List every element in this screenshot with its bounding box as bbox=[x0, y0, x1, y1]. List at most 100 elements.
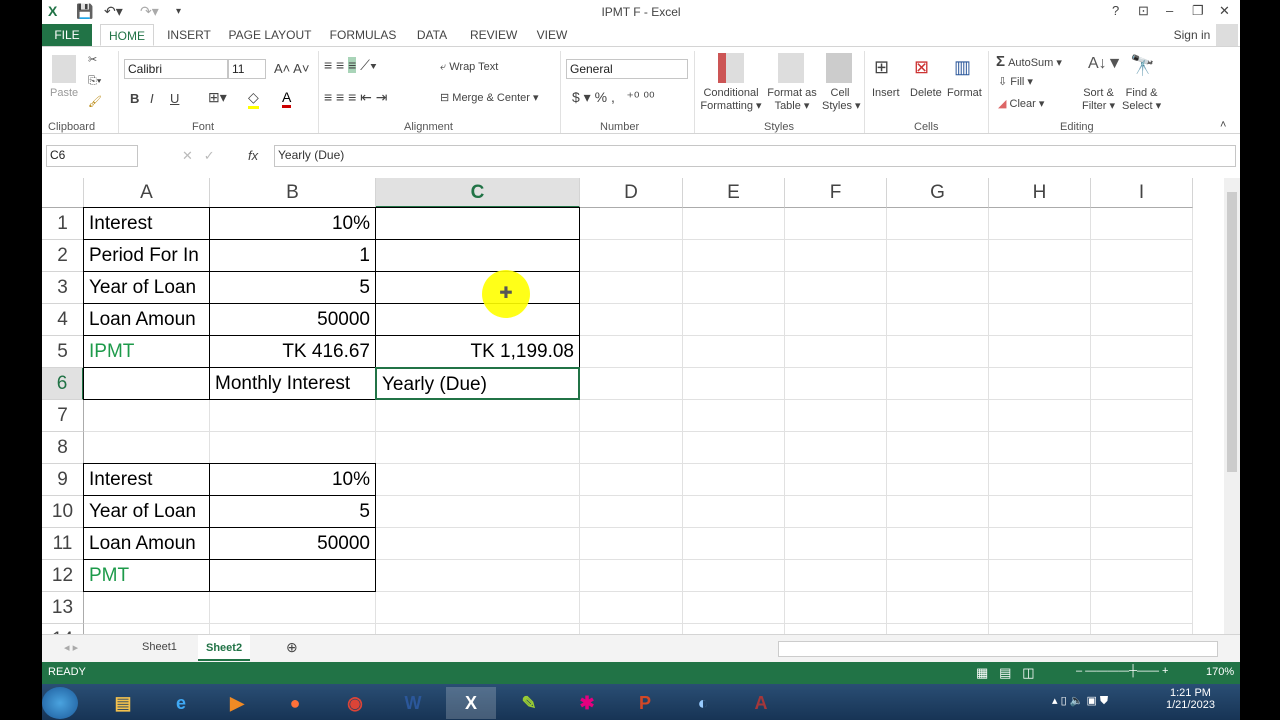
cell-C5[interactable]: TK 1,199.08 bbox=[375, 335, 580, 368]
cell-B3[interactable]: 5 bbox=[209, 271, 376, 304]
tab-file[interactable]: FILE bbox=[42, 24, 92, 46]
cell-I10[interactable] bbox=[1091, 496, 1193, 528]
number-format-select[interactable]: General bbox=[566, 59, 688, 79]
cell-B1[interactable]: 10% bbox=[209, 207, 376, 240]
cell-H14[interactable] bbox=[989, 624, 1091, 634]
cell-B14[interactable] bbox=[210, 624, 376, 634]
cell-I2[interactable] bbox=[1091, 240, 1193, 272]
delete-cells-button[interactable]: Delete bbox=[910, 87, 942, 99]
internet-explorer-icon[interactable]: e bbox=[175, 693, 186, 713]
insert-function-button[interactable]: fx bbox=[248, 148, 259, 163]
cell-E2[interactable] bbox=[683, 240, 785, 272]
cell-G10[interactable] bbox=[887, 496, 989, 528]
cell-A10[interactable]: Year of Loan bbox=[83, 495, 210, 528]
row-header-10[interactable]: 10 bbox=[42, 496, 84, 528]
cell-D8[interactable] bbox=[580, 432, 683, 464]
cell-E3[interactable] bbox=[683, 272, 785, 304]
cell-E14[interactable] bbox=[683, 624, 785, 634]
tab-insert[interactable]: INSERT bbox=[167, 28, 211, 42]
cell-E6[interactable] bbox=[683, 368, 785, 400]
cell-C9[interactable] bbox=[376, 464, 580, 496]
cell-F9[interactable] bbox=[785, 464, 887, 496]
firefox-icon[interactable]: ● bbox=[289, 693, 301, 713]
cell-F1[interactable] bbox=[785, 208, 887, 240]
sheet-tab-sheet2[interactable]: Sheet2 bbox=[198, 635, 251, 661]
minimize-button[interactable]: – bbox=[1166, 3, 1174, 18]
cell-G2[interactable] bbox=[887, 240, 989, 272]
horizontal-scrollbar[interactable] bbox=[778, 641, 1218, 657]
row-header-4[interactable]: 4 bbox=[42, 304, 84, 336]
cell-H11[interactable] bbox=[989, 528, 1091, 560]
column-header-D[interactable]: D bbox=[580, 178, 683, 208]
cell-I14[interactable] bbox=[1091, 624, 1193, 634]
sort-filter-icon[interactable]: A↓▼ bbox=[1088, 55, 1123, 72]
system-tray-icons[interactable]: ▴ ▯ 🔈 ▣ ⛊ bbox=[1052, 695, 1109, 707]
column-header-F[interactable]: F bbox=[785, 178, 887, 208]
cell-D1[interactable] bbox=[580, 208, 683, 240]
cell-F6[interactable] bbox=[785, 368, 887, 400]
autosum-button[interactable]: Σ AutoSum ▾ bbox=[996, 53, 1062, 70]
cell-E5[interactable] bbox=[683, 336, 785, 368]
spreadsheet-grid[interactable]: A B C D E F G H I 1 Interest 10% 2 Period For In 1 3 Yea… bbox=[42, 178, 1222, 634]
cell-A11[interactable]: Loan Amoun bbox=[83, 527, 210, 560]
cell-A8[interactable] bbox=[84, 432, 210, 464]
cell-E1[interactable] bbox=[683, 208, 785, 240]
cell-G8[interactable] bbox=[887, 432, 989, 464]
insert-cells-button[interactable]: Insert bbox=[872, 87, 900, 99]
view-buttons[interactable]: ▦ ▤ ◫ bbox=[976, 665, 1035, 680]
cell-H10[interactable] bbox=[989, 496, 1091, 528]
cell-F5[interactable] bbox=[785, 336, 887, 368]
cell-E13[interactable] bbox=[683, 592, 785, 624]
start-button[interactable] bbox=[42, 687, 78, 719]
conditional-formatting-icon[interactable] bbox=[718, 53, 744, 83]
cell-A4[interactable]: Loan Amoun bbox=[83, 303, 210, 336]
row-header-2[interactable]: 2 bbox=[42, 240, 84, 272]
column-header-G[interactable]: G bbox=[887, 178, 989, 208]
find-select-icon[interactable]: 🔭 bbox=[1130, 55, 1155, 77]
zoom-slider[interactable]: – ————┼—— + bbox=[1076, 665, 1169, 677]
cell-D12[interactable] bbox=[580, 560, 683, 592]
cell-I7[interactable] bbox=[1091, 400, 1193, 432]
cell-C2[interactable] bbox=[375, 239, 580, 272]
font-name-select[interactable]: Calibri bbox=[124, 59, 228, 79]
cell-C7[interactable] bbox=[376, 400, 580, 432]
conditional-formatting-button[interactable]: Conditional Formatting ▾ bbox=[700, 87, 762, 112]
cell-F2[interactable] bbox=[785, 240, 887, 272]
notepad-icon[interactable]: ✎ bbox=[521, 693, 537, 713]
cell-F14[interactable] bbox=[785, 624, 887, 634]
column-header-B[interactable]: B bbox=[210, 178, 376, 208]
cell-C1[interactable] bbox=[375, 207, 580, 240]
cell-C12[interactable] bbox=[376, 560, 580, 592]
paste-icon[interactable] bbox=[52, 55, 76, 83]
cell-D4[interactable] bbox=[580, 304, 683, 336]
fill-color-icon[interactable]: ◇ bbox=[248, 89, 259, 109]
cell-H4[interactable] bbox=[989, 304, 1091, 336]
cell-G1[interactable] bbox=[887, 208, 989, 240]
cell-I11[interactable] bbox=[1091, 528, 1193, 560]
cell-G13[interactable] bbox=[887, 592, 989, 624]
cell-F13[interactable] bbox=[785, 592, 887, 624]
font-color-icon[interactable]: A bbox=[282, 89, 292, 108]
media-player-icon[interactable]: ▶ bbox=[230, 693, 244, 713]
cell-G3[interactable] bbox=[887, 272, 989, 304]
cell-E11[interactable] bbox=[683, 528, 785, 560]
app-icon[interactable]: ✱ bbox=[579, 693, 595, 713]
row-header-13[interactable]: 13 bbox=[42, 592, 84, 624]
cell-A1[interactable]: Interest bbox=[83, 207, 210, 240]
sheet-tab-sheet1[interactable]: Sheet1 bbox=[142, 641, 177, 653]
cell-G5[interactable] bbox=[887, 336, 989, 368]
paste-button[interactable]: Paste bbox=[50, 87, 79, 99]
cell-G6[interactable] bbox=[887, 368, 989, 400]
undo-icon[interactable]: ↶▾ bbox=[104, 3, 123, 19]
cell-D13[interactable] bbox=[580, 592, 683, 624]
tab-home[interactable]: HOME bbox=[100, 24, 154, 46]
cell-H6[interactable] bbox=[989, 368, 1091, 400]
cell-F12[interactable] bbox=[785, 560, 887, 592]
excel-taskbar-icon[interactable]: X bbox=[446, 687, 496, 719]
column-header-A[interactable]: A bbox=[84, 178, 210, 208]
cell-A7[interactable] bbox=[84, 400, 210, 432]
cell-D9[interactable] bbox=[580, 464, 683, 496]
column-header-H[interactable]: H bbox=[989, 178, 1091, 208]
tab-review[interactable]: REVIEW bbox=[470, 28, 518, 42]
cell-G11[interactable] bbox=[887, 528, 989, 560]
